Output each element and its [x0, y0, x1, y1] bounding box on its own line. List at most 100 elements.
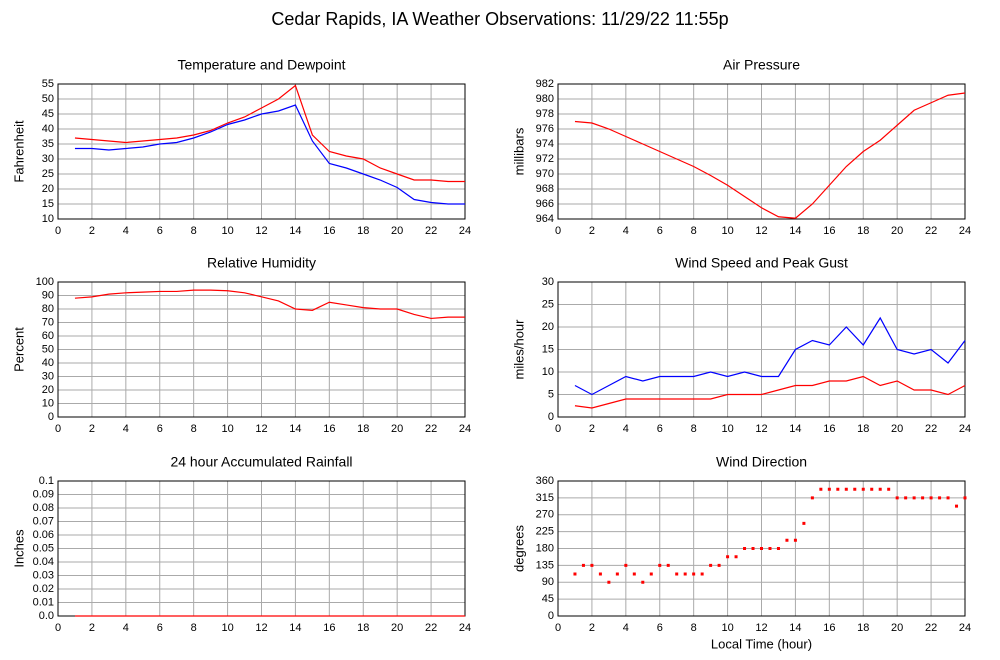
point: [768, 547, 772, 550]
series-line: [74, 289, 465, 320]
x-tick-label: 2: [589, 423, 595, 435]
y-tick-label: 30: [42, 153, 54, 165]
y-tick-label: 40: [42, 123, 54, 135]
point: [819, 487, 823, 491]
y-tick-label: 0.02: [33, 583, 54, 595]
x-tick-label: 0: [55, 225, 61, 237]
x-tick-label: 2: [589, 225, 595, 237]
y-tick-label: 968: [536, 183, 554, 195]
y-tick-label: 20: [542, 321, 554, 333]
y-tick-label: 270: [536, 509, 554, 521]
y-tick-label: 45: [42, 108, 54, 120]
x-tick-label: 8: [691, 423, 697, 435]
x-tick-label: 22: [925, 225, 937, 237]
x-tick-label: 22: [925, 423, 937, 435]
x-tick-label: 24: [959, 423, 971, 435]
x-tick-label: 2: [589, 622, 595, 634]
x-tick-label: 14: [289, 225, 301, 237]
x-tick-label: 18: [857, 225, 869, 237]
y-tick-label: 180: [536, 542, 554, 554]
x-tick-label: 10: [221, 423, 233, 435]
y-tick-label: 100: [36, 276, 54, 288]
y-tick-label: 0.04: [33, 556, 54, 568]
chart-title: Air Pressure: [723, 57, 800, 73]
x-tick-label: 14: [789, 225, 801, 237]
point: [836, 487, 840, 491]
y-tick-label: 15: [42, 198, 54, 210]
y-tick-label: 982: [536, 78, 554, 90]
y-tick-label: 80: [42, 303, 54, 315]
point: [827, 487, 831, 491]
y-tick-label: 20: [42, 384, 54, 396]
chart-title: Relative Humidity: [207, 255, 316, 271]
x-tick-label: 24: [959, 225, 971, 237]
y-tick-label: 10: [42, 213, 54, 225]
x-tick-label: 8: [691, 225, 697, 237]
x-tick-label: 22: [425, 423, 437, 435]
x-tick-label: 12: [255, 225, 267, 237]
x-tick-label: 22: [425, 225, 437, 237]
point: [683, 572, 687, 576]
x-tick-label: 10: [721, 225, 733, 237]
x-tick-label: 6: [657, 225, 663, 237]
chart-title: Wind Direction: [716, 454, 807, 470]
x-tick-label: 4: [123, 225, 129, 237]
point: [700, 572, 704, 576]
x-axis-label: Local Time (hour): [711, 636, 812, 651]
y-tick-label: 20: [42, 183, 54, 195]
y-tick-label: 0.06: [33, 529, 54, 541]
y-tick-label: 0.0: [39, 610, 54, 622]
y-tick-label: 315: [536, 492, 554, 504]
y-tick-label: 0: [48, 411, 54, 423]
x-tick-label: 12: [255, 622, 267, 634]
point: [887, 487, 891, 491]
y-tick-label: 50: [42, 93, 54, 105]
point: [878, 487, 882, 491]
point: [726, 555, 730, 559]
point: [717, 563, 721, 567]
x-tick-label: 18: [857, 622, 869, 634]
point: [734, 555, 738, 559]
x-tick-label: 0: [555, 622, 561, 634]
x-tick-label: 4: [623, 622, 629, 634]
point: [607, 580, 611, 584]
x-tick-label: 20: [891, 622, 903, 634]
y-tick-label: 25: [542, 298, 554, 310]
y-axis-label: Percent: [11, 327, 26, 372]
x-tick-label: 8: [691, 622, 697, 634]
y-tick-label: 60: [42, 330, 54, 342]
y-tick-label: 0.09: [33, 488, 54, 500]
x-tick-label: 10: [721, 423, 733, 435]
x-tick-label: 16: [823, 622, 835, 634]
point: [844, 487, 848, 491]
y-tick-label: 980: [536, 93, 554, 105]
y-tick-label: 0: [548, 411, 554, 423]
plot-frame: [557, 281, 966, 418]
point: [870, 487, 874, 491]
x-tick-label: 18: [857, 423, 869, 435]
y-tick-label: 978: [536, 108, 554, 120]
point: [624, 563, 628, 567]
x-tick-label: 0: [55, 622, 61, 634]
y-tick-label: 90: [42, 289, 54, 301]
chart-title: Wind Speed and Peak Gust: [675, 255, 848, 271]
y-tick-label: 0.07: [33, 515, 54, 527]
plot-frame: [57, 83, 466, 220]
x-tick-label: 0: [555, 423, 561, 435]
point: [793, 538, 797, 542]
point: [675, 572, 679, 576]
y-tick-label: 0.01: [33, 596, 54, 608]
point: [776, 547, 780, 550]
x-tick-label: 16: [323, 225, 335, 237]
point: [692, 572, 696, 576]
x-tick-label: 6: [157, 622, 163, 634]
point: [963, 496, 967, 500]
x-tick-label: 18: [357, 622, 369, 634]
x-tick-label: 8: [191, 225, 197, 237]
x-tick-label: 0: [555, 225, 561, 237]
y-tick-label: 30: [42, 370, 54, 382]
x-tick-label: 4: [623, 225, 629, 237]
x-tick-label: 4: [123, 423, 129, 435]
x-tick-label: 22: [425, 622, 437, 634]
